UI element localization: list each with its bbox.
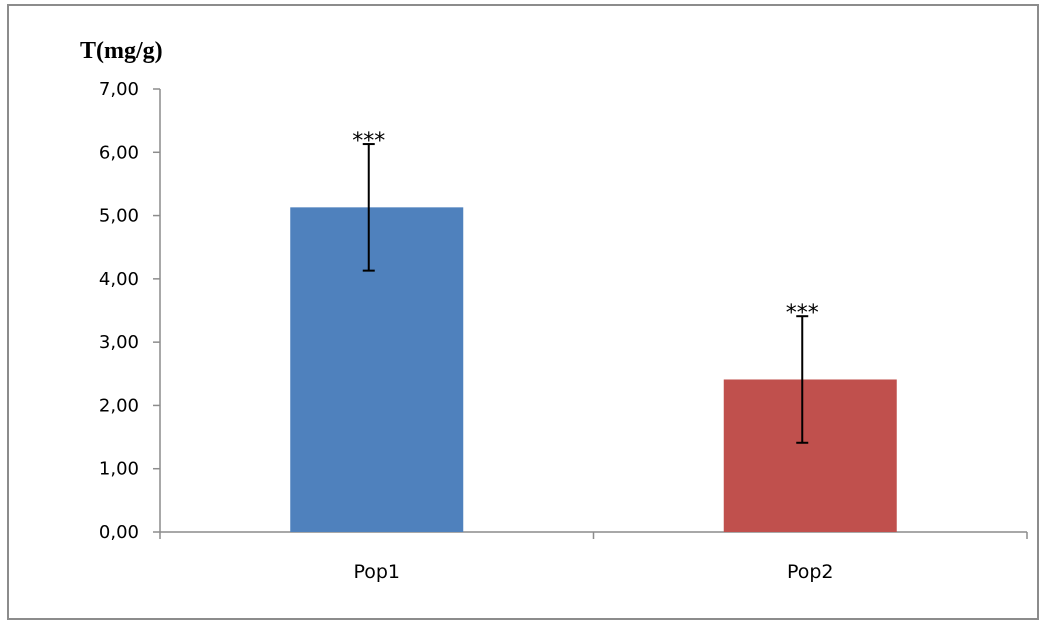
y-tick-label: 3,00 <box>99 332 139 353</box>
y-tick-label: 0,00 <box>99 522 139 543</box>
y-tick-label: 5,00 <box>99 206 139 227</box>
x-category-label: Pop2 <box>787 561 834 583</box>
y-tick-label: 1,00 <box>99 459 139 480</box>
chart-marks: *** Pop1 *** Pop2 <box>290 129 897 583</box>
y-tick-label: 2,00 <box>99 395 139 416</box>
y-tick-label: 4,00 <box>99 269 139 290</box>
y-tick-label: 7,00 <box>99 79 139 100</box>
significance-label: *** <box>352 129 385 154</box>
y-axis-title: T(mg/g) <box>80 38 163 64</box>
bar-pop1 <box>290 207 464 532</box>
y-tick-label: 6,00 <box>99 142 139 163</box>
significance-label: *** <box>786 301 819 326</box>
bar-pop2 <box>723 379 897 532</box>
x-category-label: Pop1 <box>353 561 400 583</box>
